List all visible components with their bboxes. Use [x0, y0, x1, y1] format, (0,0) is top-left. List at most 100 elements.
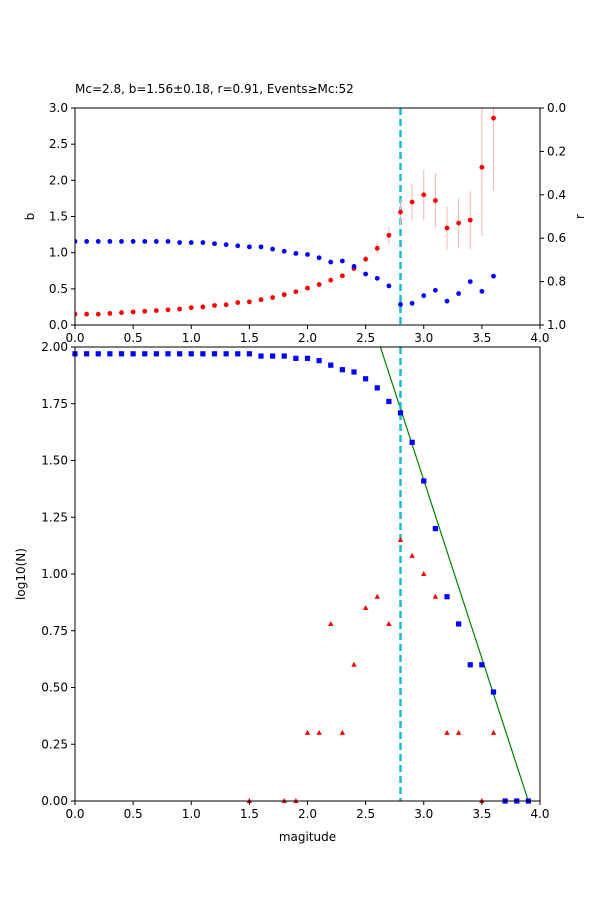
bottom-x-tick-label: 2.5 [356, 807, 375, 821]
b-value-point [223, 302, 229, 308]
b-value-point [235, 300, 241, 305]
cumulative-count-point [211, 351, 218, 357]
r-value-point [188, 240, 194, 245]
bottom-y-tick-label: 1.75 [41, 397, 68, 411]
cumulative-count-point [130, 351, 136, 357]
bottom-x-tick-label: 0.0 [65, 807, 84, 821]
top-y-tick-label: 2.0 [49, 173, 68, 187]
bottom-y-axis-label: log10(N) [14, 548, 28, 600]
r-value-point [153, 239, 159, 244]
r-value-point [409, 300, 415, 306]
b-value-point [456, 220, 462, 226]
r-value-point [177, 240, 183, 245]
r-value-point [398, 301, 403, 307]
b-value-point [444, 225, 450, 231]
r-value-point [235, 243, 241, 249]
cumulative-count-point [246, 351, 252, 357]
cumulative-count-point [142, 351, 148, 357]
top-x-tick-label: 4.0 [530, 331, 549, 345]
r-value-point [491, 273, 496, 279]
b-value-point [212, 303, 217, 308]
top-y2-tick-label: 0.6 [547, 231, 566, 245]
cumulative-count-point [188, 351, 194, 357]
r-value-point [339, 258, 345, 264]
r-value-point [421, 293, 427, 299]
top-y-axis-label: b [23, 213, 37, 221]
r-value-point [84, 239, 90, 244]
b-value-point [200, 304, 206, 310]
bottom-y-tick-label: 1.50 [41, 454, 68, 468]
r-value-point [374, 275, 380, 281]
b-value-point [328, 277, 334, 283]
top-y-tick-label: 2.5 [49, 137, 68, 151]
top-x-tick-label: 0.0 [65, 331, 84, 345]
r-value-point [281, 248, 287, 254]
r-value-point [107, 239, 113, 244]
bottom-x-tick-label: 1.5 [240, 807, 259, 821]
b-value-panel: 0.0 0.5 1.0 1.5 2.0 2.5 3.0 3.5 4.0 0.0 0.5 1.0 1.5 2… [23, 101, 587, 345]
top-y2-axis-label: r [573, 214, 587, 219]
noncumulative-count-point [455, 729, 462, 735]
cumulative-count-point [316, 358, 322, 364]
top-x-tick-label: 1.5 [240, 331, 259, 345]
cumulative-count-point [479, 662, 485, 668]
cumulative-count-point [165, 351, 171, 357]
b-value-point [339, 273, 345, 279]
noncumulative-count-point [432, 593, 439, 599]
top-x-tick-label: 2.0 [298, 331, 317, 345]
cumulative-count-point [490, 689, 497, 695]
b-value-point [119, 310, 124, 316]
bottom-x-tick-label: 3.5 [472, 807, 491, 821]
bottom-y-tick-label: 0.75 [41, 624, 68, 638]
b-value-point [374, 245, 380, 251]
r-value-point [223, 242, 229, 248]
r-value-point [95, 239, 101, 244]
top-y2-tick-label: 0.4 [547, 188, 566, 202]
b-value-point [75, 311, 78, 317]
r-value-point [246, 244, 252, 250]
b-value-point [246, 299, 252, 305]
top-y-tick-label: 1.5 [49, 210, 68, 224]
b-value-point [293, 289, 299, 295]
cumulative-count-point [281, 353, 287, 359]
top-y2-tick-label: 1.0 [547, 318, 566, 332]
r-value-point [142, 239, 148, 244]
b-value-point [305, 285, 310, 291]
cumulative-count-point [374, 385, 380, 391]
cumulative-count-point [293, 355, 299, 361]
cumulative-count-point [386, 398, 392, 405]
b-value-point [153, 308, 159, 313]
r-value-point [165, 239, 171, 244]
cumulative-count-point [432, 526, 438, 532]
cumulative-count-point [118, 351, 125, 357]
b-value-point [432, 198, 438, 203]
top-x-tick-label: 3.5 [472, 331, 491, 345]
b-value-point [398, 209, 403, 215]
noncumulative-count-point [339, 729, 346, 735]
bottom-x-tick-label: 3.0 [414, 807, 433, 821]
b-value-point [281, 292, 287, 298]
noncumulative-count-point [304, 729, 311, 735]
top-y-tick-label: 1.0 [49, 246, 68, 260]
r-value-point [258, 244, 264, 250]
b-value-point [363, 256, 369, 262]
cumulative-count-point [200, 351, 206, 357]
top-x-tick-label: 1.0 [182, 331, 201, 345]
fit-line [379, 347, 529, 801]
noncumulative-count-point [328, 620, 334, 626]
r-value-point [444, 298, 450, 304]
cumulative-count-point [177, 351, 183, 357]
cumulative-count-point [444, 594, 450, 600]
r-value-point [467, 279, 473, 284]
r-value-point [316, 255, 322, 261]
top-y2-tick-label: 0.2 [547, 144, 566, 158]
r-value-point [212, 241, 217, 247]
cumulative-count-point [107, 351, 113, 357]
b-value-point [386, 232, 392, 238]
noncumulative-count-point [490, 729, 497, 735]
b-value-point [409, 199, 415, 205]
bottom-y-tick-label: 1.00 [41, 567, 68, 581]
r-value-point [200, 240, 206, 245]
